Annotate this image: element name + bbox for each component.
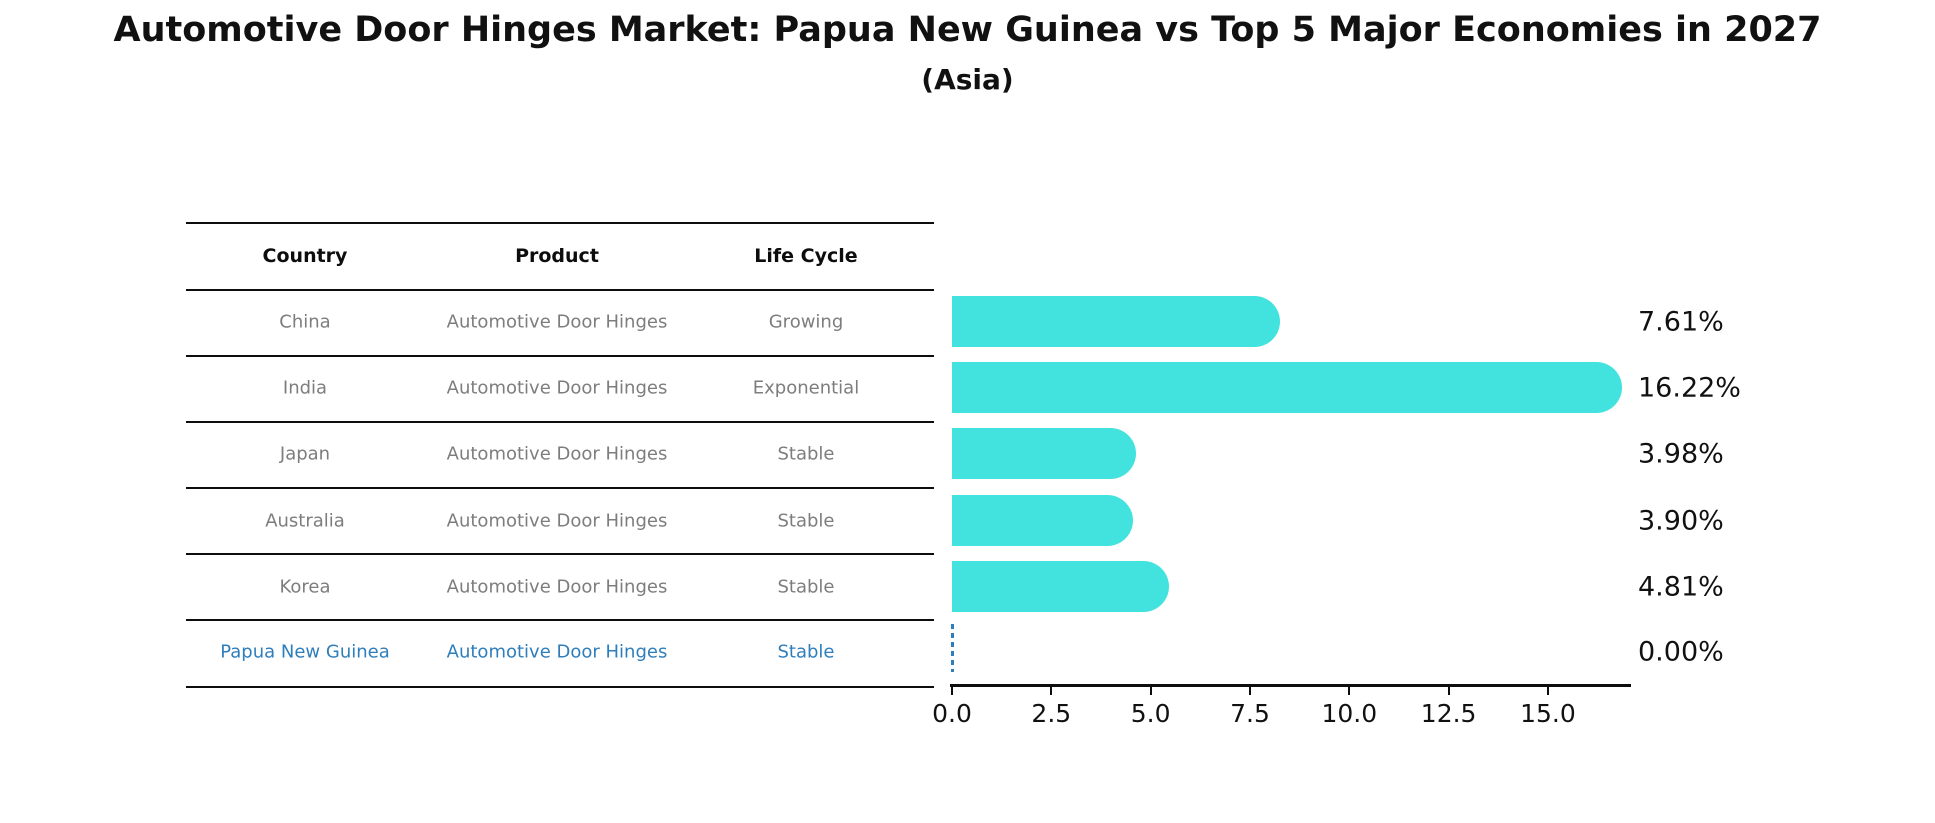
x-tick xyxy=(1546,686,1549,695)
table-cell-life-cycle: Stable xyxy=(777,443,835,465)
value-label: 0.00% xyxy=(1638,636,1724,668)
x-axis-line xyxy=(950,684,1631,687)
table-rule xyxy=(186,553,934,555)
table-rule xyxy=(186,289,934,291)
x-tick xyxy=(1248,686,1251,695)
table-cell-product: Automotive Door Hinges xyxy=(446,510,668,532)
x-tick-label: 7.5 xyxy=(1230,699,1270,728)
table-header-life-cycle: Life Cycle xyxy=(754,245,858,267)
table-cell-country: Australia xyxy=(265,510,345,532)
value-label: 7.61% xyxy=(1638,306,1724,338)
x-tick xyxy=(1149,686,1152,695)
x-tick-label: 2.5 xyxy=(1031,699,1072,728)
table-cell-product: Automotive Door Hinges xyxy=(446,311,668,333)
x-tick xyxy=(951,686,953,695)
table-cell-product: Automotive Door Hinges xyxy=(446,576,668,598)
x-tick-label: 0.0 xyxy=(932,699,972,728)
bar-china xyxy=(952,296,1280,347)
table-header-country: Country xyxy=(262,245,348,267)
x-tick-label: 15.0 xyxy=(1520,699,1576,728)
value-label: 4.81% xyxy=(1638,571,1724,603)
table-cell-product: Automotive Door Hinges xyxy=(446,641,668,663)
zero-dashed-marker xyxy=(951,624,954,672)
chart-subtitle: (Asia) xyxy=(921,63,1014,96)
table-cell-life-cycle: Stable xyxy=(777,510,835,532)
chart-title: Automotive Door Hinges Market: Papua New… xyxy=(113,10,1822,50)
value-label: 16.22% xyxy=(1638,372,1741,404)
bar-korea xyxy=(952,561,1169,612)
x-tick-label: 10.0 xyxy=(1321,699,1378,728)
table-header-product: Product xyxy=(515,245,599,267)
value-label: 3.98% xyxy=(1638,438,1724,470)
x-tick-label: 12.5 xyxy=(1420,699,1477,728)
table-cell-country: India xyxy=(282,377,328,399)
table-cell-country: Papua New Guinea xyxy=(220,641,390,663)
table-cell-life-cycle: Exponential xyxy=(752,377,860,399)
table-rule xyxy=(186,222,934,224)
table-cell-life-cycle: Stable xyxy=(777,641,835,663)
value-label: 3.90% xyxy=(1638,505,1724,537)
table-cell-life-cycle: Growing xyxy=(768,311,844,333)
table-cell-country: Japan xyxy=(279,443,331,465)
table-rule xyxy=(186,686,934,688)
x-tick xyxy=(1447,686,1450,695)
table-cell-life-cycle: Stable xyxy=(777,576,835,598)
table-cell-country: China xyxy=(279,311,331,333)
table-rule xyxy=(186,487,934,489)
table-cell-country: Korea xyxy=(279,576,331,598)
table-cell-product: Automotive Door Hinges xyxy=(446,443,668,465)
x-tick xyxy=(1050,686,1053,695)
x-tick-label: 5.0 xyxy=(1130,699,1171,728)
table-rule xyxy=(186,355,934,357)
table-rule xyxy=(186,619,934,621)
bar-india xyxy=(952,362,1622,413)
table-cell-product: Automotive Door Hinges xyxy=(446,377,668,399)
bar-japan xyxy=(952,428,1136,479)
bar-australia xyxy=(952,495,1133,546)
table-rule xyxy=(186,421,934,423)
x-tick xyxy=(1348,686,1351,695)
